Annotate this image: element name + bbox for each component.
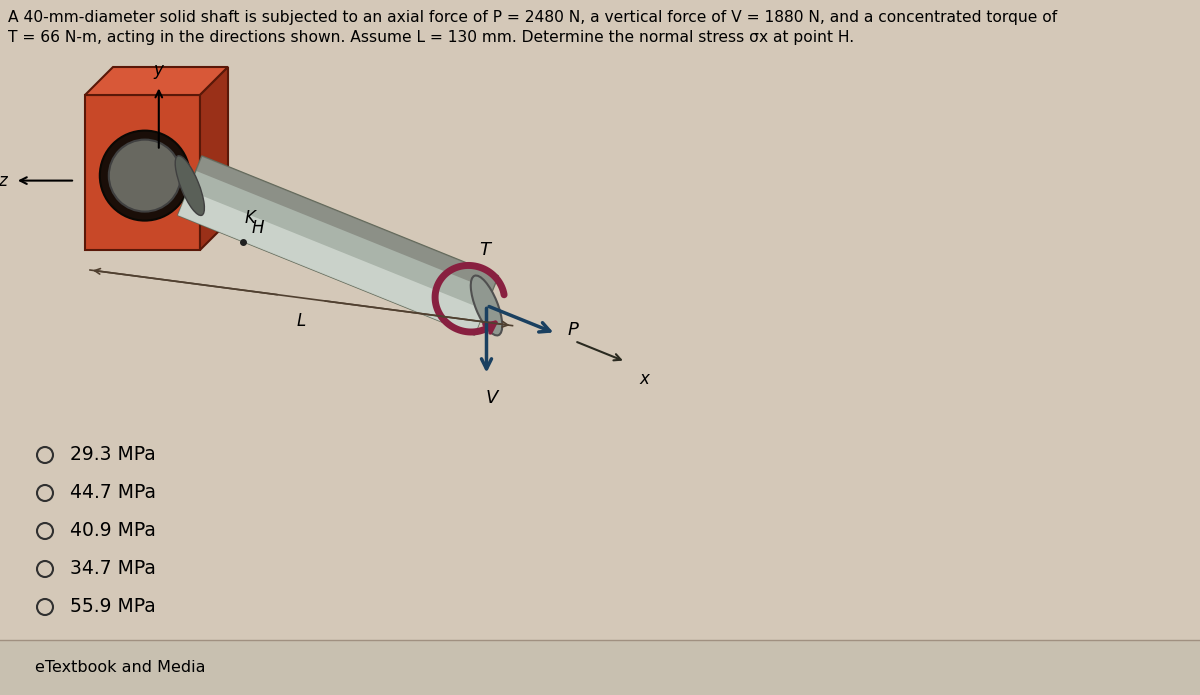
Text: 29.3 MPa: 29.3 MPa (70, 445, 156, 464)
Text: L: L (296, 312, 306, 330)
Text: 34.7 MPa: 34.7 MPa (70, 559, 156, 578)
Polygon shape (178, 156, 498, 335)
Polygon shape (200, 67, 228, 250)
Ellipse shape (175, 156, 204, 215)
Text: 55.9 MPa: 55.9 MPa (70, 598, 156, 616)
Polygon shape (85, 95, 200, 250)
Text: eTextbook and Media: eTextbook and Media (35, 660, 205, 676)
Text: z: z (0, 172, 7, 190)
Polygon shape (178, 190, 485, 335)
Text: T = 66 N-m, acting in the directions shown. Assume L = 130 mm. Determine the nor: T = 66 N-m, acting in the directions sho… (8, 30, 854, 45)
Text: K: K (245, 208, 256, 227)
Ellipse shape (470, 275, 503, 336)
Polygon shape (85, 67, 228, 95)
Text: 40.9 MPa: 40.9 MPa (70, 521, 156, 541)
Text: x: x (640, 370, 649, 389)
Text: P: P (568, 321, 578, 339)
Text: T: T (479, 240, 490, 259)
Text: A 40-mm-diameter solid shaft is subjected to an axial force of P = 2480 N, a ver: A 40-mm-diameter solid shaft is subjecte… (8, 10, 1057, 25)
Text: V: V (485, 389, 498, 407)
Text: 44.7 MPa: 44.7 MPa (70, 484, 156, 502)
Ellipse shape (100, 131, 190, 220)
Text: y: y (154, 60, 163, 79)
Text: H: H (251, 219, 264, 236)
Polygon shape (196, 156, 498, 291)
Ellipse shape (109, 140, 181, 211)
Polygon shape (0, 640, 1200, 695)
